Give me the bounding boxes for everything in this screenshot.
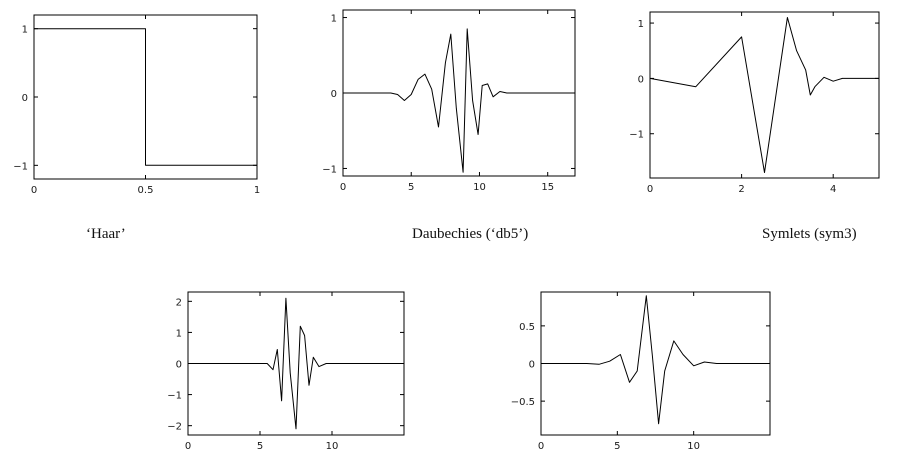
caption-haar: ‘Haar’: [86, 226, 126, 242]
y-tick-label: 0: [638, 74, 644, 85]
x-tick-label: 0: [340, 182, 346, 193]
x-tick-label: 10: [687, 441, 700, 452]
x-tick-label: 5: [408, 182, 414, 193]
y-tick-label: −1: [629, 130, 644, 141]
panel-2: 0 2 4 1 0 −1: [629, 11, 880, 195]
wavelet-curve: [343, 28, 575, 173]
y-tick-label: 0.5: [519, 322, 535, 333]
x-tick-label: 2: [738, 184, 744, 195]
wavelet-curve: [541, 295, 770, 425]
x-tick-label: 10: [326, 441, 339, 452]
wavelet-curve: [649, 17, 879, 173]
x-tick-label: 5: [614, 441, 620, 452]
y-tick-label: 1: [22, 25, 28, 36]
y-tick-label: −1: [322, 164, 337, 175]
y-tick-label: −2: [167, 422, 182, 433]
y-tick-label: −0.5: [511, 397, 535, 408]
y-tick-label: 0: [529, 360, 535, 371]
panel-0: 0 0.5 1 1 0 −1: [13, 14, 260, 196]
x-tick-label: 0: [31, 185, 37, 196]
x-tick-label: 0.5: [138, 185, 154, 196]
x-tick-label: 0: [185, 441, 191, 452]
x-tick-label: 0: [647, 184, 653, 195]
x-tick-label: 10: [473, 182, 486, 193]
x-tick-label: 15: [541, 182, 554, 193]
y-tick-label: −1: [167, 391, 182, 402]
y-tick-label: 1: [331, 14, 337, 25]
wavelet-curve: [34, 28, 257, 166]
plot-frame: [649, 11, 880, 179]
y-tick-label: −1: [13, 161, 28, 172]
x-tick-label: 1: [254, 185, 260, 196]
wavelet-curve: [188, 297, 404, 430]
panel-4: 0 5 10 0.5 0 −0.5: [511, 291, 771, 452]
x-tick-label: 5: [257, 441, 263, 452]
y-tick-label: 2: [176, 297, 182, 308]
y-tick-label: 1: [638, 19, 644, 30]
caption-symlets: Symlets (sym3): [762, 226, 857, 242]
x-tick-label: 0: [538, 441, 544, 452]
y-tick-label: 0: [331, 89, 337, 100]
y-tick-label: 0: [176, 360, 182, 371]
y-tick-label: 1: [176, 328, 182, 339]
caption-daubechies: Daubechies (‘db5’): [412, 226, 529, 242]
x-tick-label: 4: [830, 184, 836, 195]
y-tick-label: 0: [22, 93, 28, 104]
